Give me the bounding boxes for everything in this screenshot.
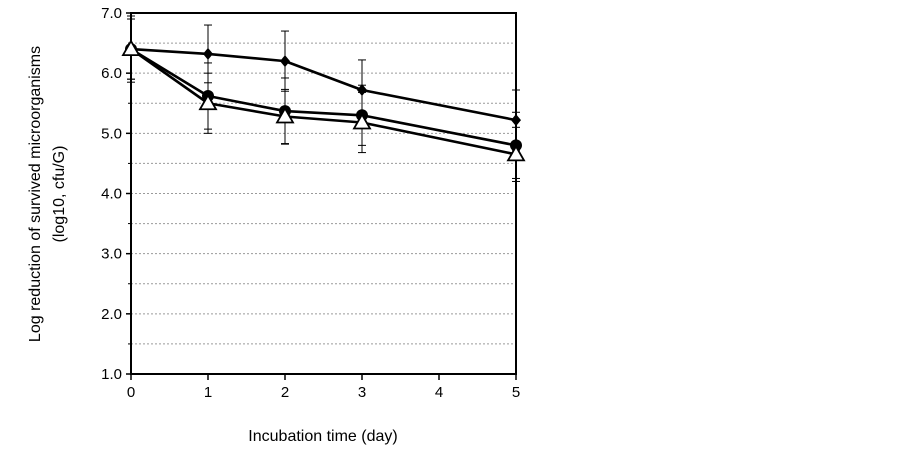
- y-tick-label: 6.0: [101, 65, 122, 82]
- y-axis-title-line-1: Log reduction of survived microorganisms: [27, 46, 44, 342]
- diamond-marker: [280, 55, 290, 68]
- triangle-marker: [352, 112, 372, 130]
- x-tick-label: 4: [435, 384, 443, 401]
- triangle-marker: [275, 106, 295, 124]
- y-tick-label: 7.0: [101, 5, 122, 22]
- series-line: [130, 47, 517, 147]
- grid: [131, 42, 516, 345]
- x-tick-label: 1: [204, 384, 212, 401]
- triangle-marker: [121, 39, 141, 56]
- x-tick-label: 2: [281, 384, 289, 401]
- markers-diamond: [126, 43, 521, 127]
- y-tick-label: 1.0: [101, 366, 122, 383]
- y-tick-label: 3.0: [101, 246, 122, 263]
- series-layer: [127, 15, 520, 182]
- series-line: [130, 48, 517, 156]
- diamond-marker: [357, 84, 367, 97]
- triangle-marker: [198, 93, 218, 111]
- diamond-marker: [511, 114, 521, 127]
- y-tick-label: 5.0: [101, 125, 122, 142]
- triangle-marker: [506, 144, 526, 162]
- x-axis-title: Incubation time (day): [248, 428, 397, 445]
- x-tick-label: 0: [127, 384, 135, 401]
- axes: 1.0 2.0 3.0 4.0 5.0 6.0 7.0 0 1 2 3 4 5: [101, 5, 520, 401]
- x-tick-label: 3: [358, 384, 366, 401]
- y-tick-label: 2.0: [101, 306, 122, 323]
- diamond-marker: [203, 47, 213, 60]
- y-axis-title-line-2: (log10, cfu/G): [51, 146, 68, 243]
- markers-triangle: [121, 39, 526, 162]
- markers: [121, 39, 526, 162]
- x-tick-label: 5: [512, 384, 520, 401]
- y-tick-label: 4.0: [101, 186, 122, 203]
